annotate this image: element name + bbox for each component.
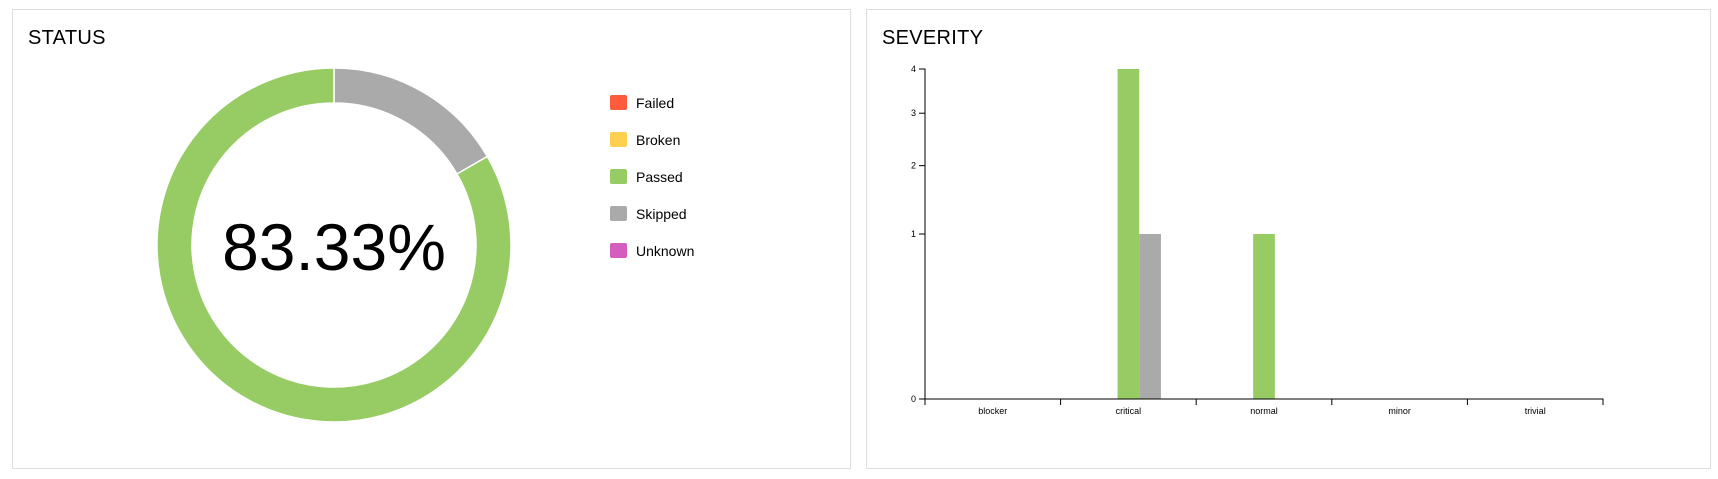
severity-bar-chart: 0 1 2 3 4 blocker critical normal minor trivial: [911, 64, 1604, 416]
severity-axes: 0 1 2 3 4 blocker critical normal minor trivial: [911, 64, 1604, 416]
status-donut-chart: 83.33% Failed Broken Passed Skipped Unknown: [156, 67, 694, 423]
status-widget: STATUS 83.33% Failed Broken Passed Skipped U…: [12, 9, 851, 469]
bar-critical-2[interactable]: [1117, 69, 1140, 399]
x-tick-label-trivial: trivial: [1525, 406, 1546, 416]
donut-slices: [156, 67, 512, 423]
donut-slice-passed[interactable]: [156, 67, 512, 423]
legend-swatch-broken: [610, 132, 627, 147]
legend-label-broken: Broken: [636, 132, 680, 148]
severity-title: SEVERITY: [882, 27, 984, 49]
legend-swatch-skipped: [610, 206, 627, 221]
y-tick-label-1: 1: [911, 229, 916, 239]
legend-label-failed: Failed: [636, 95, 674, 111]
bar-normal-2[interactable]: [1253, 234, 1275, 399]
legend-swatch-unknown: [610, 243, 627, 258]
donut-slice-skipped[interactable]: [333, 67, 489, 176]
x-tick-label-minor: minor: [1388, 406, 1411, 416]
y-tick-label-4: 4: [911, 64, 916, 74]
legend-label-skipped: Skipped: [636, 206, 687, 222]
legend-label-passed: Passed: [636, 169, 683, 185]
legend-label-unknown: Unknown: [636, 243, 694, 259]
x-tick-label-blocker: blocker: [978, 406, 1007, 416]
bar-critical-3[interactable]: [1139, 234, 1161, 399]
y-tick-label-3: 3: [911, 108, 916, 118]
status-title: STATUS: [28, 27, 106, 49]
legend-swatch-failed: [610, 95, 627, 110]
y-tick-label-0: 0: [911, 394, 916, 404]
severity-bars: [1117, 69, 1275, 399]
severity-widget: SEVERITY 0 1 2 3 4 blocker critical normal minor…: [866, 9, 1711, 469]
x-tick-label-critical: critical: [1116, 406, 1142, 416]
x-tick-label-normal: normal: [1250, 406, 1278, 416]
y-tick-label-2: 2: [911, 161, 916, 171]
legend-swatch-passed: [610, 169, 627, 184]
status-legend: Failed Broken Passed Skipped Unknown: [610, 95, 694, 259]
x-axis-line: [924, 398, 1604, 405]
passed-percentage: 83.33%: [222, 210, 446, 284]
